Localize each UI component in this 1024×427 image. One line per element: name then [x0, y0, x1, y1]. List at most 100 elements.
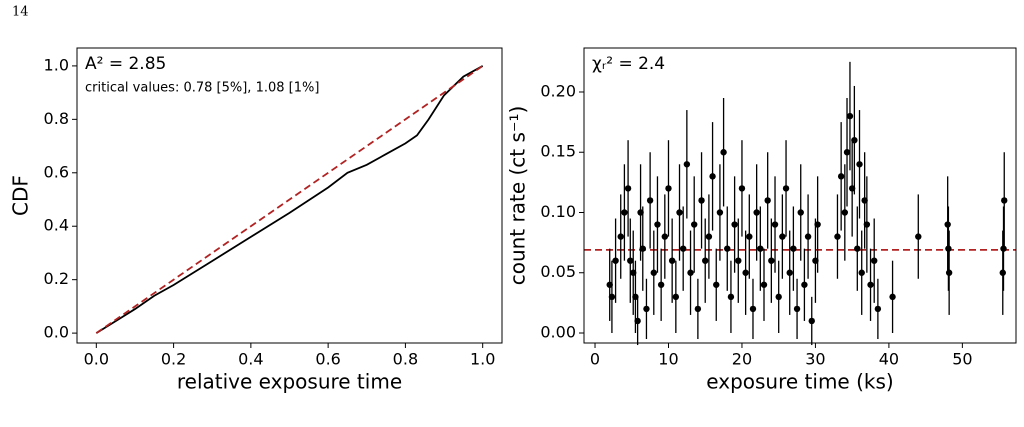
data-point: [650, 269, 657, 276]
y-tick-label: 1.0: [44, 55, 69, 74]
data-point: [617, 233, 624, 240]
y-tick-label: 0.8: [44, 109, 69, 128]
data-point: [709, 173, 716, 180]
x-tick-label: 40: [879, 350, 899, 369]
data-point: [731, 221, 738, 228]
data-point: [858, 269, 865, 276]
data-point: [837, 173, 845, 180]
data-point: [694, 305, 702, 313]
data-point: [945, 269, 953, 276]
data-point: [624, 185, 632, 192]
data-point: [854, 245, 861, 252]
x-axis-label: relative exposure time: [177, 370, 402, 394]
data-point: [1001, 197, 1008, 204]
data-point: [814, 221, 821, 228]
x-tick-label: 0: [590, 350, 600, 369]
x-tick-label: 0.0: [84, 350, 109, 369]
data-point: [634, 317, 641, 325]
data-point: [702, 257, 709, 264]
y-tick-label: 0.2: [44, 269, 69, 288]
data-point: [775, 293, 782, 301]
data-point: [764, 197, 771, 204]
data-point: [760, 281, 768, 288]
x-axis-label: exposure time (ks): [706, 370, 893, 394]
data-point: [863, 221, 871, 228]
data-point: [793, 305, 801, 313]
data-point: [746, 233, 753, 240]
x-tick-label: 20: [732, 350, 752, 369]
data-point: [768, 257, 775, 264]
data-point: [676, 209, 683, 216]
data-point: [874, 305, 882, 313]
x-tick-label: 1.0: [470, 350, 495, 369]
data-point: [801, 281, 808, 288]
data-point: [846, 112, 854, 120]
data-point: [668, 257, 676, 264]
page-number: 14: [12, 5, 29, 20]
data-point: [757, 245, 764, 252]
data-point: [672, 293, 680, 301]
y-tick-label: 0.6: [44, 162, 69, 181]
y-tick-label: 0.05: [540, 262, 576, 281]
data-point: [698, 197, 705, 204]
data-point: [621, 209, 628, 216]
data-point: [738, 185, 746, 192]
data-point: [713, 281, 720, 288]
data-point: [867, 281, 874, 288]
data-point: [782, 185, 790, 192]
annotation: critical values: 0.78 [5%], 1.08 [1%]: [85, 81, 319, 96]
y-tick-label: 0.4: [44, 216, 69, 235]
data-point: [749, 305, 757, 313]
data-point: [856, 161, 863, 168]
data-point: [779, 233, 786, 240]
data-point: [720, 149, 727, 156]
data-point: [851, 136, 858, 144]
y-tick-label: 0.15: [540, 142, 576, 161]
data-point: [654, 221, 661, 228]
data-point: [639, 245, 646, 252]
data-point: [944, 221, 951, 228]
data-point: [679, 245, 687, 252]
annotation: χᵣ² = 2.4: [592, 54, 665, 74]
data-point: [786, 269, 793, 276]
data-point: [915, 233, 922, 240]
data-point: [691, 221, 698, 228]
data-point: [999, 269, 1006, 276]
data-point: [705, 233, 713, 240]
cdf-line: [95, 65, 484, 334]
axes-frame: [76, 47, 503, 344]
data-point: [804, 233, 812, 240]
data-point: [753, 209, 760, 216]
annotation: A² = 2.85: [85, 54, 166, 74]
x-tick-label: 30: [805, 350, 825, 369]
data-point: [657, 281, 665, 288]
data-point: [889, 293, 896, 301]
data-point: [612, 257, 619, 264]
data-point: [646, 197, 654, 204]
x-tick-label: 50: [952, 350, 972, 369]
data-point: [727, 293, 735, 301]
y-tick-label: 0.10: [540, 202, 576, 221]
x-tick-label: 0.6: [315, 350, 340, 369]
data-point: [687, 269, 694, 276]
data-point: [643, 305, 650, 313]
x-tick-label: 0.2: [161, 350, 186, 369]
axes-frame: [583, 47, 1017, 344]
y-tick-label: 0.0: [44, 323, 69, 342]
data-point: [627, 257, 634, 264]
data-point: [790, 245, 797, 252]
data-point: [841, 209, 849, 216]
data-point: [665, 185, 672, 192]
data-point: [1000, 245, 1007, 252]
data-point: [716, 209, 724, 216]
cdf-line: [95, 65, 484, 334]
x-tick-label: 10: [658, 350, 678, 369]
data-point: [735, 257, 742, 264]
data-point: [945, 245, 952, 252]
data-point: [683, 161, 691, 168]
data-point: [771, 221, 779, 228]
x-tick-label: 0.8: [393, 350, 418, 369]
y-axis-label: CDF: [9, 175, 33, 216]
data-point: [724, 245, 731, 252]
